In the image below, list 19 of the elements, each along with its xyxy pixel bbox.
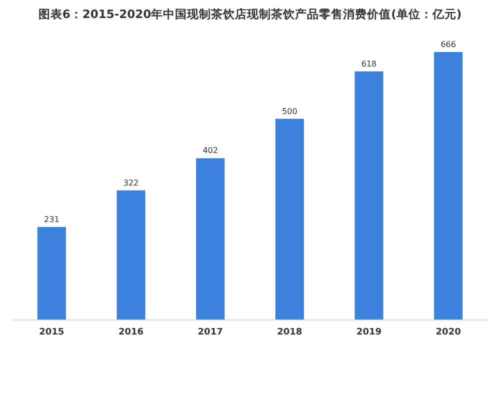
bar bbox=[196, 158, 225, 320]
x-tick-label: 2017 bbox=[198, 327, 223, 338]
chart-title: 图表6：2015-2020年中国现制茶饮店现制茶饮产品零售消费价值(单位：亿元) bbox=[37, 7, 463, 22]
x-tick-label: 2020 bbox=[436, 327, 461, 338]
x-tick-label: 2018 bbox=[277, 327, 302, 338]
bar bbox=[354, 71, 384, 320]
data-label: 618 bbox=[361, 59, 377, 68]
data-label: 500 bbox=[282, 106, 298, 116]
x-tick-label: 2016 bbox=[118, 327, 144, 338]
bar bbox=[434, 52, 463, 320]
bar bbox=[37, 227, 66, 320]
data-label: 402 bbox=[202, 146, 218, 156]
data-label: 231 bbox=[44, 215, 60, 224]
data-label: 666 bbox=[440, 40, 456, 49]
x-tick-label: 2015 bbox=[39, 327, 64, 338]
bar bbox=[116, 190, 146, 320]
bar bbox=[275, 118, 304, 320]
data-label: 322 bbox=[123, 178, 139, 188]
x-tick-label: 2019 bbox=[356, 327, 382, 338]
